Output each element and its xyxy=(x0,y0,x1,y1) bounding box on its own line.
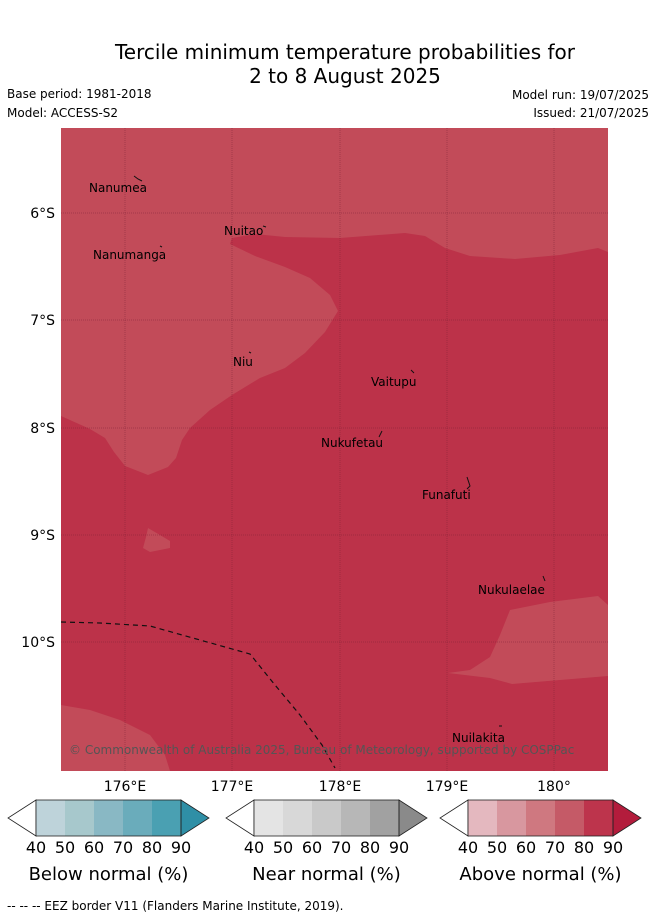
lat-tick-9s: 9°S xyxy=(30,528,55,544)
colorbar-below-normal-swatch xyxy=(152,800,181,836)
colorbar-above-normal-swatch xyxy=(526,800,555,836)
lon-tick-178e: 178°E xyxy=(319,779,362,795)
place-nanumanga: Nanumanga xyxy=(93,248,166,262)
colorbar-near-normal-label: Near normal (%) xyxy=(252,864,401,885)
colorbar-above-normal-low-extension xyxy=(439,799,469,837)
colorbar-above-normal-tick-label: 50 xyxy=(487,838,507,857)
lat-tick-10s: 10°S xyxy=(21,635,55,651)
base-period: Base period: 1981-2018 xyxy=(7,87,152,101)
map-title: Tercile minimum temperature probabilitie… xyxy=(0,40,655,88)
probability-map: Nanumea Nuitao Nanumanga Niu Vaitupu Nuk… xyxy=(21,128,608,795)
region-70-80-island xyxy=(143,528,170,552)
model-run: Model run: 19/07/2025 xyxy=(511,88,649,102)
place-vaitupu: Vaitupu xyxy=(371,375,417,389)
colorbar-below-normal-high-extension xyxy=(180,799,210,837)
colorbar-near-normal-swatch xyxy=(370,800,399,836)
colorbar-below-normal-low-extension xyxy=(7,799,37,837)
colorbar-near-normal-tick-label: 40 xyxy=(244,838,264,857)
title-line-1: Tercile minimum temperature probabilitie… xyxy=(114,40,576,64)
colorbar-near-normal-swatch xyxy=(254,800,283,836)
eez-footnote: -- -- -- EEZ border V11 (Flanders Marine… xyxy=(7,899,344,913)
lat-tick-7s: 7°S xyxy=(30,313,55,329)
colorbar-below-normal-swatch xyxy=(94,800,123,836)
colorbar-above-normal-frame xyxy=(467,799,614,837)
colorbar-below-normal-frame xyxy=(35,799,182,837)
lon-tick-180: 180° xyxy=(537,779,571,795)
place-nanumea: Nanumea xyxy=(89,181,147,195)
colorbar-near-normal-tick-label: 50 xyxy=(273,838,293,857)
eez-border xyxy=(61,621,336,769)
place-niu: Niu xyxy=(233,355,253,369)
colorbar-below-normal-swatch xyxy=(123,800,152,836)
lon-tick-179e: 179°E xyxy=(426,779,469,795)
colorbar-near-normal-swatch xyxy=(341,800,370,836)
colorbar-near-normal-swatch xyxy=(312,800,341,836)
colorbar-above-normal-tick-label: 80 xyxy=(574,838,594,857)
colorbar-below-normal-tick-label: 60 xyxy=(84,838,104,857)
model-name: Model: ACCESS-S2 xyxy=(7,106,119,120)
lon-tick-176e: 176°E xyxy=(104,779,147,795)
colorbar-above-normal-swatch xyxy=(468,800,497,836)
copyright-credit: © Commonwealth of Australia 2025, Bureau… xyxy=(69,743,574,757)
colorbar-below-normal-swatch xyxy=(65,800,94,836)
lat-tick-6s: 6°S xyxy=(30,206,55,222)
colorbar-near-normal-tick-label: 80 xyxy=(360,838,380,857)
place-nukulaelae: Nukulaelae xyxy=(478,583,545,597)
colorbar-below-normal: 40 50 60 70 80 90 Below normal (%) xyxy=(7,799,210,885)
colorbar-near-normal-swatch xyxy=(283,800,312,836)
colorbar-near-normal-low-extension xyxy=(225,799,255,837)
colorbar-below-normal-label: Below normal (%) xyxy=(29,864,189,885)
place-nukufetau: Nukufetau xyxy=(321,436,383,450)
place-labels: Nanumea Nuitao Nanumanga Niu Vaitupu Nuk… xyxy=(89,181,545,745)
colorbar-near-normal-high-extension xyxy=(398,799,428,837)
colorbar-below-normal-tick-label: 40 xyxy=(26,838,46,857)
colorbar-below-normal-tick-label: 80 xyxy=(142,838,162,857)
colorbar-above-normal-label: Above normal (%) xyxy=(459,864,621,885)
region-70-80-southeast xyxy=(448,596,608,684)
colorbar-above-normal: 40 50 60 70 80 90 Above normal (%) xyxy=(439,799,642,885)
colorbar-above-normal-tick-label: 70 xyxy=(545,838,565,857)
colorbar-above-normal-tick-label: 60 xyxy=(516,838,536,857)
lat-tick-8s: 8°S xyxy=(30,421,55,437)
colorbar-below-normal-swatch xyxy=(36,800,65,836)
colorbar-near-normal-tick-label: 70 xyxy=(331,838,351,857)
colorbar-near-normal-tick-label: 60 xyxy=(302,838,322,857)
issued-date: Issued: 21/07/2025 xyxy=(533,106,649,120)
colorbar-above-normal-tick-label: 90 xyxy=(603,838,623,857)
colorbar-above-normal-swatch xyxy=(584,800,613,836)
region-70-80-southwest xyxy=(61,705,170,771)
lon-tick-177e: 177°E xyxy=(211,779,254,795)
place-funafuti: Funafuti xyxy=(422,488,471,502)
colorbar-near-normal-tick-label: 90 xyxy=(389,838,409,857)
island-markers xyxy=(133,175,546,727)
colorbar-above-normal-swatch xyxy=(555,800,584,836)
colorbar-above-normal-swatch xyxy=(497,800,526,836)
colorbar-near-normal: 40 50 60 70 80 90 Near normal (%) xyxy=(225,799,428,885)
colorbar-below-normal-tick-label: 50 xyxy=(55,838,75,857)
colorbar-near-normal-frame xyxy=(253,799,400,837)
place-nuitao: Nuitao xyxy=(224,224,263,238)
colorbar-below-normal-tick-label: 70 xyxy=(113,838,133,857)
colorbar-above-normal-high-extension xyxy=(612,799,642,837)
region-70-80-west xyxy=(61,128,608,475)
place-nuilakita: Nuilakita xyxy=(452,731,505,745)
colorbar-below-normal-tick-label: 90 xyxy=(171,838,191,857)
title-line-2: 2 to 8 August 2025 xyxy=(249,64,441,88)
longitude-ticks: 176°E 177°E 178°E 179°E 180° xyxy=(104,779,571,795)
latitude-ticks: 6°S 7°S 8°S 9°S 10°S xyxy=(21,206,55,651)
colorbar-above-normal-tick-label: 40 xyxy=(458,838,478,857)
